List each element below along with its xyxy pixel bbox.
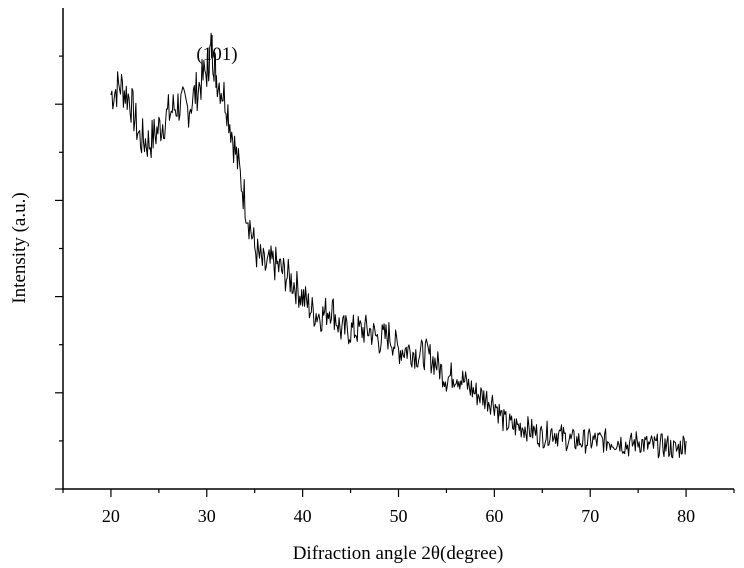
x-axis-label: Difraction angle 2θ(degree)	[293, 543, 504, 564]
x-tick-label: 20	[102, 506, 120, 526]
y-ticks	[55, 55, 63, 490]
x-tick-labels: 20 30 40 50 60 70 80	[102, 506, 695, 526]
x-tick-label: 60	[485, 506, 503, 526]
y-axis-label: Intensity (a.u.)	[9, 192, 30, 303]
x-ticks	[62, 489, 735, 497]
x-tick-label: 70	[581, 506, 599, 526]
peak-annotation: (101)	[196, 44, 237, 65]
x-tick-label: 50	[390, 506, 408, 526]
axes	[62, 8, 734, 490]
x-tick-label: 40	[294, 506, 312, 526]
series-line	[110, 32, 687, 459]
x-tick-label: 30	[198, 506, 216, 526]
x-tick-label: 80	[677, 506, 695, 526]
